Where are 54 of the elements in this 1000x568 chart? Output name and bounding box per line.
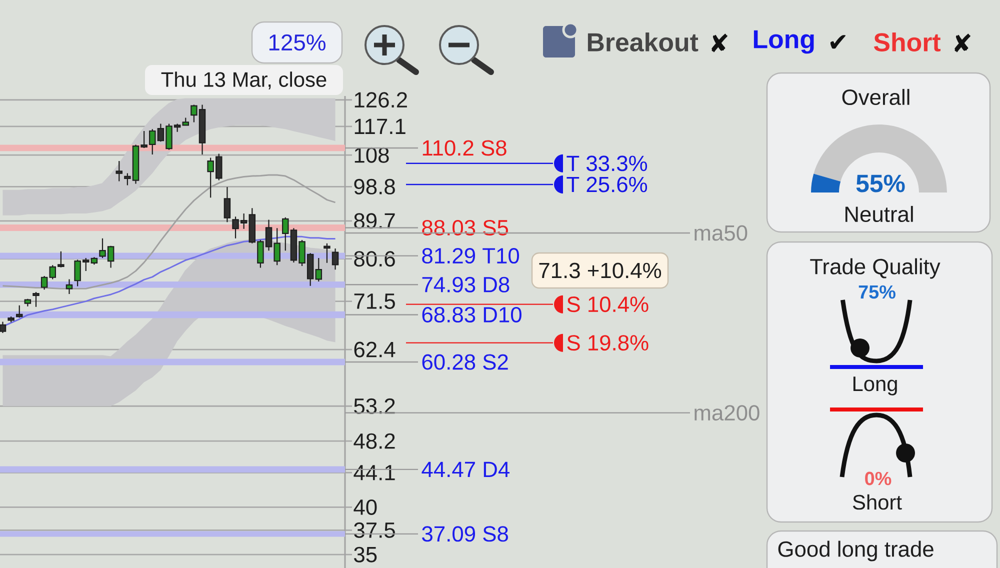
y-tick-label: 80.6 — [354, 251, 395, 267]
text: Thu 13 Mar, close — [161, 72, 326, 90]
text: 71.3 +10.4% — [539, 262, 662, 278]
candlestick — [0, 321, 6, 334]
band-label: 68.83 D10 — [422, 306, 522, 322]
y-tick-label: 126.2 — [354, 92, 407, 108]
text: Overall — [842, 88, 910, 106]
y-tick-label: 62.4 — [354, 342, 396, 358]
text: Short — [852, 494, 902, 510]
candlestick — [16, 304, 23, 318]
text: Long — [754, 30, 814, 54]
text: Neutral — [845, 206, 913, 222]
y-tick-label: 37.5 — [354, 522, 395, 538]
y-tick-label: 117.1 — [354, 118, 406, 134]
candlestick — [8, 316, 14, 323]
candlestick — [332, 248, 339, 270]
candlestick — [66, 278, 73, 295]
y-tick-label: 71.5 — [354, 294, 395, 309]
y-tick-label: 40 — [354, 499, 377, 515]
y-tick-label: 35 — [354, 546, 377, 562]
candlestick — [32, 291, 40, 308]
text: Breakout — [588, 32, 698, 52]
ref-line-label: ma50 — [694, 225, 748, 241]
candlestick — [182, 117, 190, 126]
text: ✔ — [830, 35, 846, 49]
candlestick — [324, 242, 330, 264]
band-label: 110.2 S8 — [422, 140, 506, 156]
y-tick-label: 89.7 — [354, 213, 395, 229]
text: Short — [874, 32, 941, 52]
text: 75% — [858, 285, 896, 299]
band-label: 74.93 D8 — [422, 276, 510, 292]
text: Good long trade — [778, 540, 934, 562]
text: Trade Quality — [810, 258, 940, 279]
candlestick — [315, 257, 322, 282]
band-label: 37.09 S8 — [422, 526, 508, 542]
candlestick — [116, 160, 123, 182]
band-label: 81.29 T10 — [422, 248, 520, 264]
ref-line-label: T 25.6% — [566, 176, 648, 192]
text: ✘ — [954, 34, 970, 52]
text: 0% — [865, 472, 892, 486]
text: Long — [853, 376, 897, 396]
text: ✘ — [712, 34, 728, 52]
text: 125% — [269, 34, 326, 51]
text: 55% — [856, 174, 905, 192]
ref-line-label: T 33.3% — [566, 156, 648, 172]
ref-line-label: ma200 — [694, 405, 760, 421]
y-tick-label: 48.2 — [354, 433, 395, 449]
candlestick — [24, 298, 32, 307]
ref-line-label: S 10.4% — [567, 296, 648, 312]
band-label: 44.47 D4 — [422, 462, 510, 477]
y-tick-label: 98.8 — [354, 178, 395, 194]
ref-line-label: S 19.8% — [567, 335, 648, 351]
candlestick — [224, 186, 231, 223]
band-label: 60.28 S2 — [422, 354, 508, 370]
